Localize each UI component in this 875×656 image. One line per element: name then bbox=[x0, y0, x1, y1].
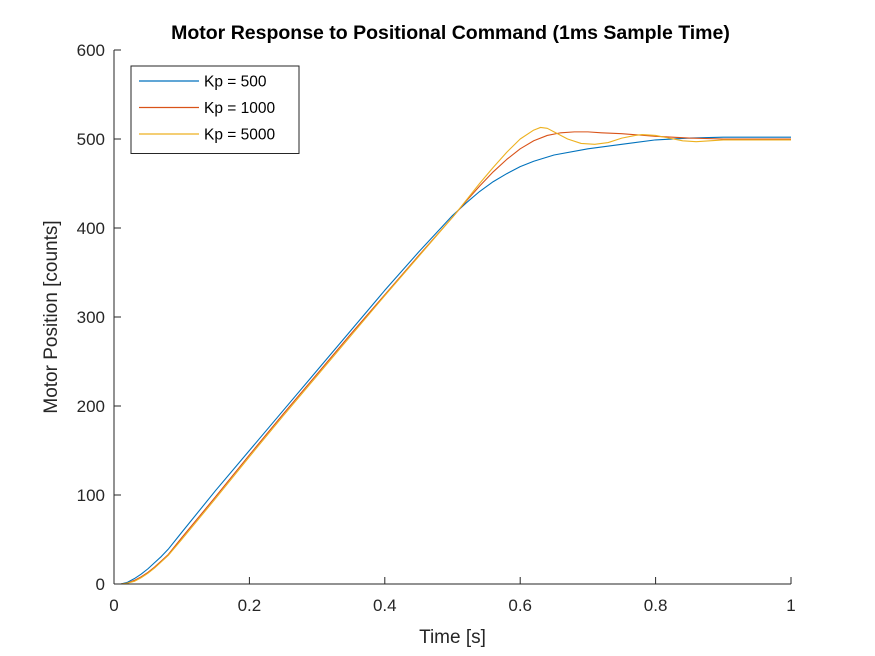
chart-title: Motor Response to Positional Command (1m… bbox=[171, 22, 730, 44]
y-tick-label: 200 bbox=[77, 397, 105, 416]
legend-entry-label: Kp = 5000 bbox=[204, 127, 275, 144]
x-axis-label: Time [s] bbox=[419, 627, 486, 648]
series-line-1 bbox=[114, 136, 791, 585]
y-tick-label: 400 bbox=[77, 219, 105, 238]
x-tick-label: 0.8 bbox=[644, 596, 668, 615]
x-tick-label: 0.4 bbox=[373, 596, 397, 615]
y-axis-label: Motor Position [counts] bbox=[41, 220, 62, 413]
y-tick-label: 300 bbox=[77, 308, 105, 327]
x-tick-label: 0.2 bbox=[238, 596, 262, 615]
legend-entry-label: Kp = 1000 bbox=[204, 100, 275, 117]
legend-entry-label: Kp = 500 bbox=[204, 74, 267, 91]
x-tick-label: 0.6 bbox=[508, 596, 532, 615]
series-line-3 bbox=[114, 126, 791, 585]
x-tick-label: 1 bbox=[786, 596, 795, 615]
legend: Kp = 500 Kp = 1000 Kp = 5000 bbox=[130, 65, 300, 154]
y-tick-label: 500 bbox=[77, 130, 105, 149]
y-tick-label: 0 bbox=[96, 575, 105, 594]
y-tick-label: 600 bbox=[77, 41, 105, 60]
x-tick-label: 0 bbox=[109, 596, 118, 615]
y-tick-label: 100 bbox=[77, 486, 105, 505]
